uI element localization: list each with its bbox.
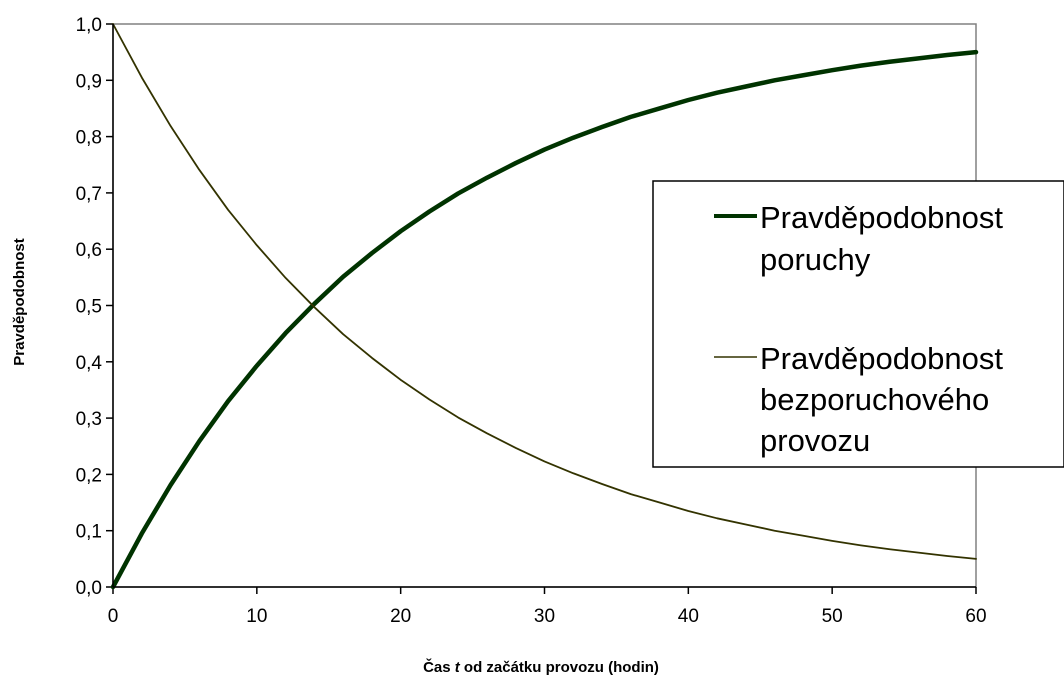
legend: Pravděpodobnost poruchy Pravděpodobnost …	[652, 180, 1064, 468]
legend-label-bezporuchoveho-line-1: Pravděpodobnost	[760, 341, 1003, 376]
x-tick-label: 20	[390, 606, 411, 627]
y-tick-label: 1,0	[76, 15, 102, 36]
legend-label-poruchy: Pravděpodobnost poruchy	[760, 200, 1012, 277]
series-lines	[110, 23, 979, 590]
legend-label-bezporuchoveho: Pravděpodobnost bezporuchového provozu	[760, 341, 1012, 458]
ticks: 0 10 20 30 40 50 60 0,0 0,1 0,2 0,3 0,4 0,5 0,6 0,7 0,8…	[76, 15, 987, 627]
y-tick-label: 0,2	[76, 465, 102, 486]
y-tick-label: 0,7	[76, 184, 102, 205]
legend-label-poruchy-line-2: poruchy	[760, 242, 871, 277]
y-tick-label: 0,0	[76, 578, 102, 599]
x-axis-title-variable: t	[455, 659, 461, 676]
x-tick-label: 60	[965, 606, 986, 627]
series-line-poruchy	[110, 49, 979, 590]
y-tick-label: 0,4	[76, 353, 103, 374]
legend-label-bezporuchoveho-line-3: provozu	[760, 423, 870, 458]
x-tick-label: 40	[678, 606, 699, 627]
x-tick-label: 0	[108, 606, 119, 627]
legend-label-poruchy-line-1: Pravděpodobnost	[760, 200, 1003, 235]
x-axis-title-part-1: Čas	[423, 658, 455, 676]
y-tick-label: 0,1	[76, 522, 102, 543]
y-tick-label: 0,3	[76, 409, 102, 430]
x-axis-title-part-2: od začátku provozu (hodin)	[460, 659, 659, 676]
legend-box	[652, 180, 1064, 468]
y-tick-label: 0,8	[76, 128, 102, 149]
y-tick-label: 0,5	[76, 297, 102, 318]
x-tick-label: 30	[534, 606, 555, 627]
y-axis-title: Pravděpodobnost	[11, 238, 28, 366]
x-tick-label: 50	[822, 606, 843, 627]
x-axis-title: Čas t od začátku provozu (hodin)	[423, 658, 659, 676]
y-tick-label: 0,6	[76, 240, 102, 261]
y-tick-label: 0,9	[76, 71, 102, 92]
x-tick-label: 10	[246, 606, 267, 627]
series-line-bezporuchoveho	[112, 23, 977, 560]
legend-label-bezporuchoveho-line-2: bezporuchového	[760, 382, 989, 417]
